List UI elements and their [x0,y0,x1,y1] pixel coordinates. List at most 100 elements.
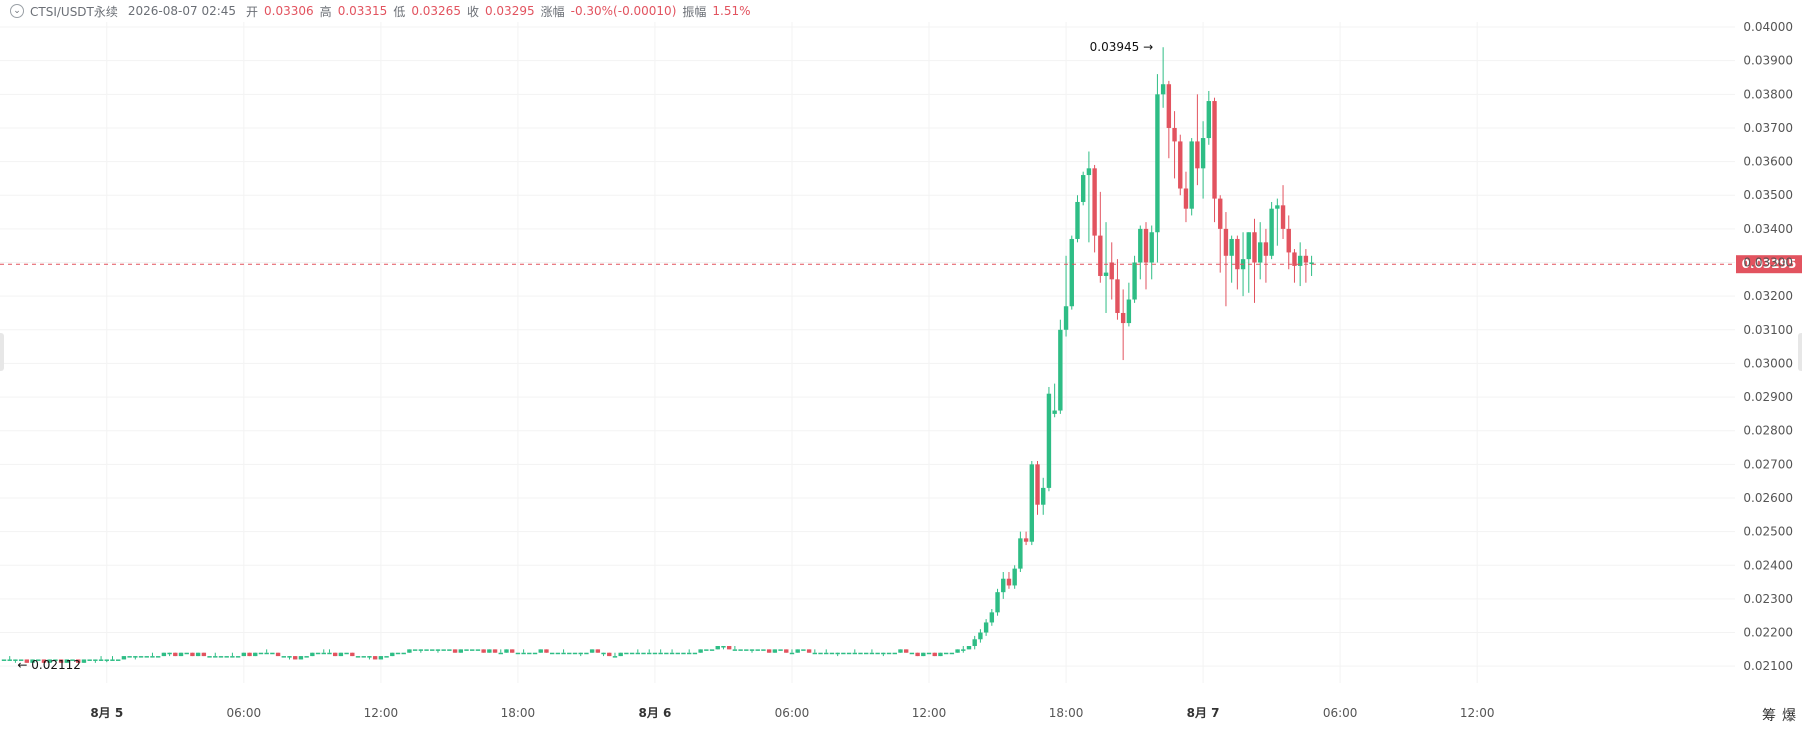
candle-body [1069,238,1074,307]
candle [875,652,880,655]
candle [87,659,92,661]
right-panel-handle[interactable] [1798,333,1802,371]
amplitude-value: 1.51% [712,4,751,18]
candle [1001,571,1006,599]
candle-body [481,649,486,653]
candle [1280,185,1286,239]
change-value: -0.30%(-0.00010) [570,4,677,18]
candle-body [532,652,538,655]
candle-body [144,656,149,658]
candle-body [1178,141,1183,189]
candle [395,652,401,655]
candle [338,652,344,657]
left-panel-handle[interactable] [0,333,4,371]
candle [1132,255,1137,303]
candle [1109,242,1114,300]
candle [538,649,543,653]
candle-body [1200,138,1206,169]
candle [150,652,155,658]
candle-body [1269,208,1274,256]
candle-body [527,652,532,655]
ohlc-legend: ⌄ CTSI/USDT永续 2026-08-07 02:45 开 0.03306… [0,0,1010,22]
candle [167,652,172,657]
candle [1269,201,1274,260]
candle-body [47,659,52,663]
candle [58,659,64,663]
grid-lines [0,22,1735,683]
candle [138,656,144,658]
candle-body [1246,232,1251,260]
candle [1189,138,1194,216]
candle-body [81,659,87,663]
candle-body [13,659,18,661]
candle-body [612,656,618,658]
time-axis[interactable]: 8月 5 06:00 12:00 18:00 8月 6 06:00 12:00 18:00 8月… [90,706,1494,720]
candle-body [1223,228,1229,256]
candle-body [669,652,675,655]
candle-body [989,612,995,623]
candle [18,659,24,661]
candle-body [698,649,703,653]
chip-distribution-button[interactable]: 筹 [1762,708,1776,724]
candle-body [435,649,441,651]
candle [961,645,966,653]
candle-body [903,649,909,653]
price-tick-label: 0.02300 [1743,592,1793,606]
candle [104,659,109,663]
candle [1309,255,1314,276]
candle [253,652,258,657]
candle [76,659,81,663]
candle-body [1280,205,1286,229]
candle [584,652,589,655]
candle [664,652,669,655]
candle [1246,232,1251,293]
close-label: 收 [466,4,479,19]
candle [687,649,692,655]
candle-body [658,652,663,655]
price-tick-label: 0.02600 [1743,491,1793,505]
candle-body [515,652,521,655]
candle-body [167,652,172,655]
candle-body [1206,101,1212,139]
candle-body [926,652,932,655]
candle-body [1309,262,1314,265]
candle [53,659,58,661]
candle-body [1058,329,1063,411]
candle [1063,255,1069,337]
candle [298,656,304,660]
candle-body [395,652,401,655]
candle-body [1166,84,1172,128]
candle [47,659,52,663]
candle-body [487,649,492,653]
candle-body [721,645,726,648]
chevron-down-icon[interactable]: ⌄ [10,4,24,18]
candle-body [578,652,583,655]
candle-body [430,649,435,651]
candle [332,652,338,657]
candle-body [230,656,235,658]
candle-body [749,649,755,651]
candle [652,652,658,655]
price-tick-label: 0.03000 [1743,356,1793,370]
candle-body [1012,568,1017,586]
candle-body [344,652,349,655]
candle-time: 2026-08-07 02:45 [127,4,237,18]
liquidation-button[interactable]: 爆 [1782,708,1796,724]
price-tick-label: 0.03600 [1743,155,1793,169]
candle [424,649,429,651]
candle-body [858,652,863,655]
candle-body [418,649,424,651]
candle [1012,565,1017,589]
candle-body [138,656,144,658]
candle-body [841,652,846,655]
candle-body [504,649,509,653]
price-axis[interactable]: 0.04000 0.03900 0.03800 0.03700 0.03600 0.035… [1743,20,1793,673]
candle [595,649,601,653]
candle-body [407,649,412,653]
price-tick-label: 0.03500 [1743,188,1793,202]
candle [761,649,766,651]
candle [629,652,635,655]
candle [1252,218,1257,303]
